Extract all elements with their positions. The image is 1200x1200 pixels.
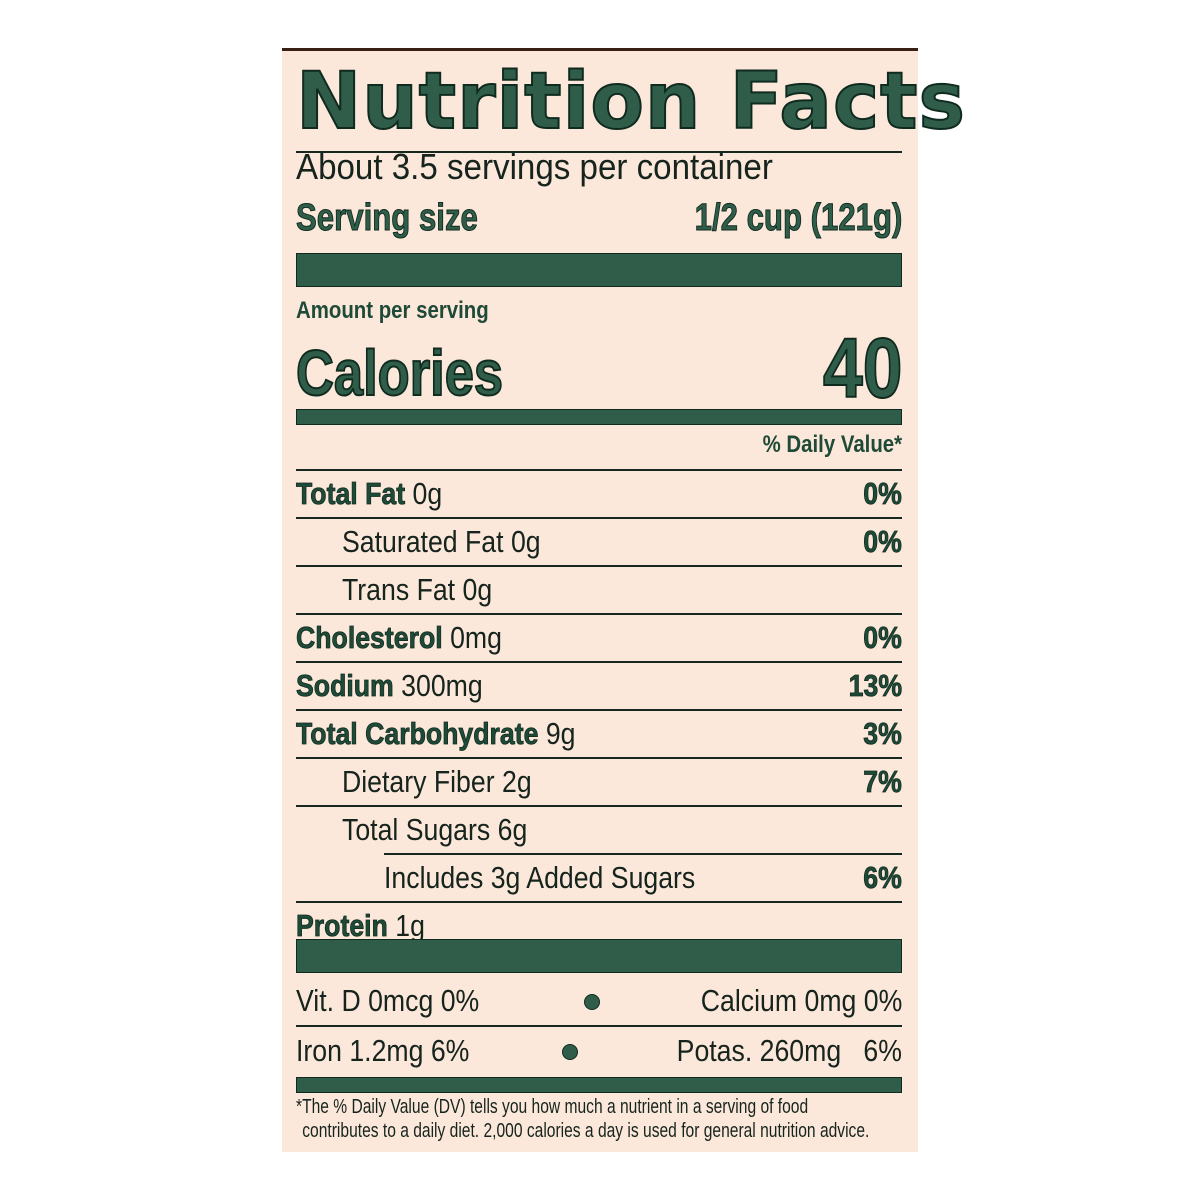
thick-divider-calories [296, 409, 902, 425]
vitamin-row-1: Vit. D 0mcg 0% Calcium 0mg 0% [296, 977, 902, 1025]
nutrient-row-sodium: Sodium 300mg 13% [296, 668, 903, 704]
nutrient-row-saturated-fat: Saturated Fat 0g 0% [342, 524, 902, 560]
thick-divider-top [296, 253, 902, 287]
row-divider [296, 805, 902, 807]
nutrient-row-dietary-fiber: Dietary Fiber 2g 7% [342, 764, 902, 800]
serving-size-row: Serving size 1/2 cup (121g) [296, 196, 903, 240]
row-divider [296, 1025, 902, 1027]
nutrient-row-trans-fat: Trans Fat 0g [342, 572, 493, 607]
iron: Iron 1.2mg 6% [296, 1033, 470, 1068]
nutrient-row-total-fat: Total Fat 0g 0% [296, 476, 903, 512]
nutrient-row-cholesterol: Cholesterol 0mg 0% [296, 620, 903, 656]
potassium: Potas. 260mg 6% [676, 1033, 902, 1068]
vitamin-row-2: Iron 1.2mg 6% Potas. 260mg 6% [296, 1027, 902, 1075]
dv-divider [296, 469, 902, 471]
nutrient-row-protein: Protein 1g [296, 908, 425, 944]
label-title: Nutrition Facts [295, 56, 966, 148]
serving-size-label: Serving size [296, 197, 479, 240]
bullet-dot-icon [562, 1044, 578, 1060]
row-divider-indented [384, 853, 902, 855]
daily-value-header: % Daily Value* [762, 431, 902, 458]
row-divider [296, 517, 902, 519]
nutrient-row-added-sugars: Includes 3g Added Sugars 6% [384, 860, 902, 896]
nutrient-list: Total Fat 0g 0% Saturated Fat 0g 0% Tran… [296, 471, 903, 949]
calcium: Calcium 0mg 0% [700, 983, 902, 1018]
row-divider [296, 661, 902, 663]
row-divider [296, 901, 902, 903]
bullet-dot-icon [584, 994, 600, 1010]
footnote: *The % Daily Value (DV) tells you how mu… [296, 1096, 870, 1142]
vitamin-d: Vit. D 0mcg 0% [296, 983, 480, 1018]
calories-label: Calories [295, 336, 504, 410]
nutrient-row-total-carbohydrate: Total Carbohydrate 9g 3% [296, 716, 903, 752]
row-divider [296, 613, 902, 615]
servings-per-container: About 3.5 servings per container [296, 146, 773, 187]
row-divider [296, 565, 902, 567]
amount-per-serving: Amount per serving [296, 297, 489, 324]
row-divider [296, 757, 902, 759]
nutrition-facts-label: Nutrition Facts About 3.5 servings per c… [282, 48, 966, 1152]
calories-row: Calories 40 [295, 321, 903, 415]
serving-size-value: 1/2 cup (121g) [694, 197, 903, 240]
thick-divider-footnote [296, 1077, 902, 1093]
nutrient-row-total-sugars: Total Sugars 6g [342, 812, 528, 847]
vitamin-list: Vit. D 0mcg 0% Calcium 0mg 0% Iron 1.2mg… [296, 977, 902, 1075]
calories-value: 40 [822, 321, 903, 415]
title-divider [296, 151, 902, 153]
thick-divider-vitamins [296, 939, 902, 973]
row-divider [296, 709, 902, 711]
